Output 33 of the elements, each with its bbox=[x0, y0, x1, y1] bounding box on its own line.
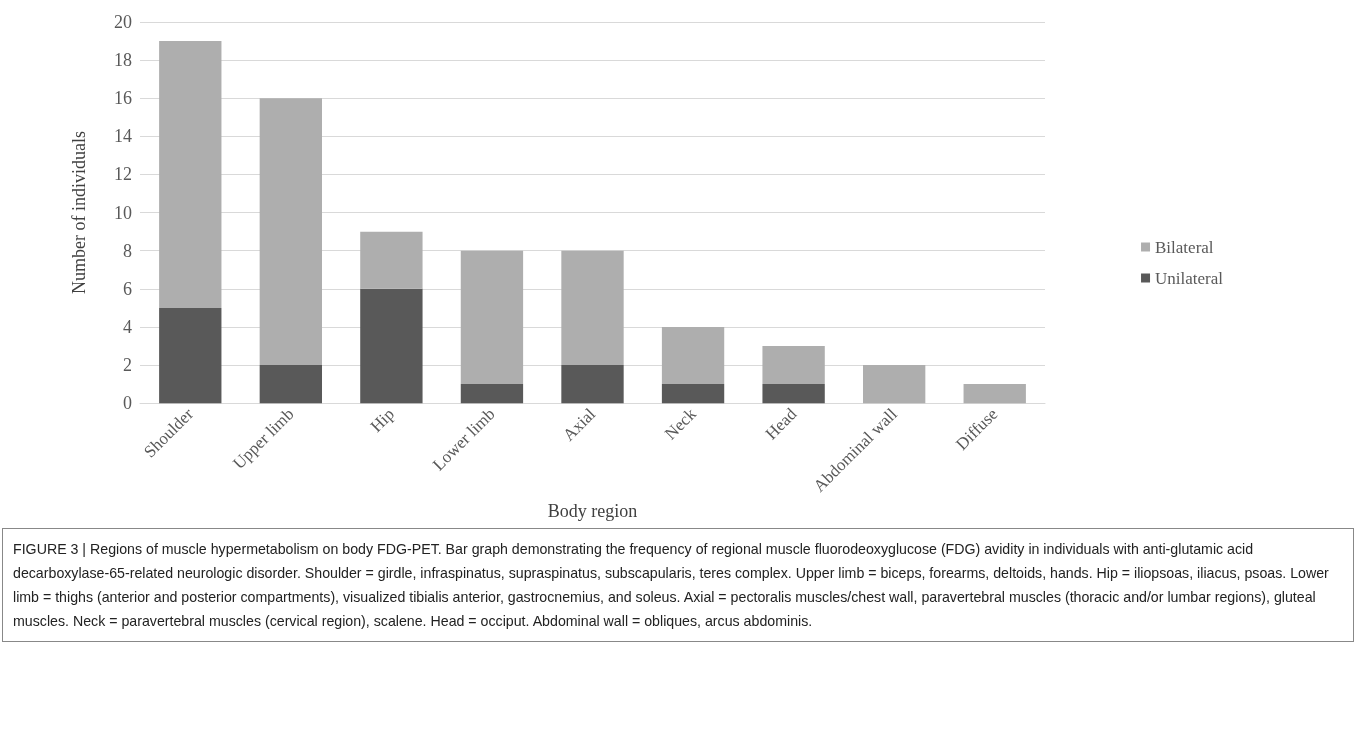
bar bbox=[762, 384, 825, 404]
bar bbox=[762, 346, 825, 385]
y-tick-label: 6 bbox=[123, 278, 132, 299]
y-tick-label: 2 bbox=[123, 355, 132, 376]
y-tick-label: 20 bbox=[114, 12, 132, 32]
y-tick-label: 12 bbox=[114, 164, 132, 185]
x-tick-label: Hip bbox=[366, 404, 399, 436]
bar bbox=[259, 98, 323, 366]
bar bbox=[862, 365, 926, 404]
caption: FIGURE 3 | Regions of muscle hypermetabolism on body FDG-PET. Bar graph demonstrating the frequency of regional muscle fluorodeoxyglucose (FDG) avidity in individuals with anti-glutamic acid decarboxylase-65-related neurologic disorder. Shoulder = girdle, infraspinatus, supraspinatus, subscapularis, teres complex. Upper limb = biceps, forearms, deltoids, hands. Hip = iliopsoas, iliacus, psoas. Lower limb = thighs (anterior and posterior compartments), visualized tibialis anterior, gastrocnemius, and soleus. Axial = pectoralis muscles/chest wall, paravertebral muscles (thoracic and/or lumbar regions), gluteal muscles. Neck = paravertebral muscles (cervical region), scalene. Head = occiput. Abdominal wall = obliques, arcus abdominis. bbox=[13, 540, 1330, 631]
bar bbox=[661, 326, 725, 385]
bar bbox=[963, 384, 1026, 404]
bar bbox=[561, 250, 624, 366]
bar bbox=[159, 41, 222, 308]
bar bbox=[561, 365, 624, 404]
bar bbox=[159, 307, 222, 404]
bar bbox=[360, 231, 423, 289]
x-axis-title: Body region bbox=[547, 501, 638, 521]
y-tick-label: 16 bbox=[114, 88, 132, 109]
y-tick-label: 0 bbox=[123, 393, 132, 414]
bar bbox=[661, 384, 725, 404]
y-tick-label: 10 bbox=[114, 202, 132, 223]
bar bbox=[259, 365, 323, 404]
bar bbox=[460, 384, 524, 404]
y-tick-label: 8 bbox=[123, 240, 132, 261]
legend-label: Unilateral bbox=[1155, 268, 1224, 288]
legend-label: Bilateral bbox=[1155, 237, 1214, 257]
y-tick-label: 4 bbox=[123, 316, 132, 337]
y-axis-title: Number of individuals bbox=[69, 131, 89, 295]
y-tick-label: 18 bbox=[114, 50, 132, 71]
bar bbox=[460, 250, 524, 385]
y-tick-label: 14 bbox=[114, 126, 132, 147]
bar bbox=[360, 288, 423, 404]
